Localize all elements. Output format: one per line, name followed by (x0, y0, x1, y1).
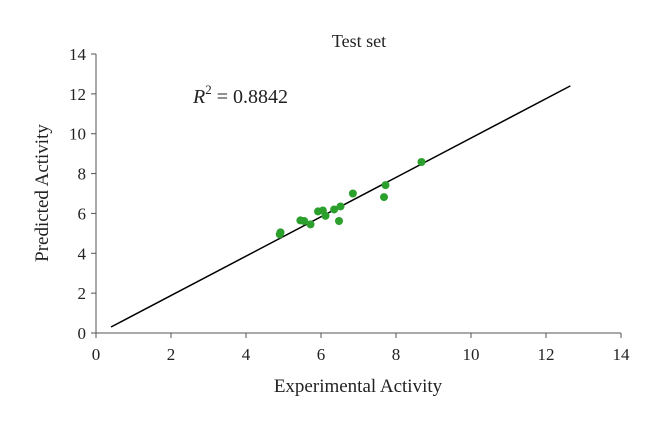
x-axis: 0 2 4 6 8 10 12 14 (92, 332, 631, 364)
x-tick-label: 0 (92, 345, 101, 364)
x-tick-label: 8 (392, 345, 401, 364)
r-squared-value: = 0.8842 (212, 86, 288, 108)
y-tick-label: 2 (78, 284, 87, 303)
x-tick-label: 6 (317, 345, 326, 364)
data-point (321, 211, 330, 220)
y-tick-label: 4 (78, 244, 87, 263)
data-point (381, 181, 390, 190)
data-point (330, 205, 339, 214)
r-squared-annotation: R2 = 0.8842 (192, 82, 288, 108)
x-tick-label: 14 (613, 345, 631, 364)
y-tick-label: 0 (78, 324, 87, 343)
r-exponent: 2 (205, 82, 212, 97)
r-symbol: R (192, 86, 205, 108)
x-axis-label: Experimental Activity (274, 376, 443, 397)
x-tick-label: 12 (538, 345, 555, 364)
y-tick-label: 8 (78, 165, 87, 184)
y-axis: 0 2 4 6 8 10 12 14 (69, 45, 97, 343)
svg-text:R2 = 0.8842: R2 = 0.8842 (192, 82, 288, 108)
data-point (276, 228, 285, 237)
y-tick-label: 6 (78, 204, 87, 223)
data-point (380, 193, 388, 202)
x-tick-label: 2 (167, 345, 176, 364)
y-axis-label: Predicted Activity (32, 124, 53, 262)
data-point (335, 217, 343, 226)
x-tick-label: 4 (242, 345, 251, 364)
y-tick-label: 14 (69, 45, 87, 64)
x-tick-label: 10 (463, 345, 480, 364)
data-point (417, 158, 426, 167)
y-tick-label: 12 (69, 85, 86, 104)
chart-title: Test set (332, 31, 386, 51)
y-tick-label: 10 (69, 125, 86, 144)
data-point (300, 217, 309, 226)
data-point (348, 189, 357, 198)
points-layer (275, 158, 426, 239)
data-point (336, 202, 345, 211)
data-point (306, 220, 315, 229)
